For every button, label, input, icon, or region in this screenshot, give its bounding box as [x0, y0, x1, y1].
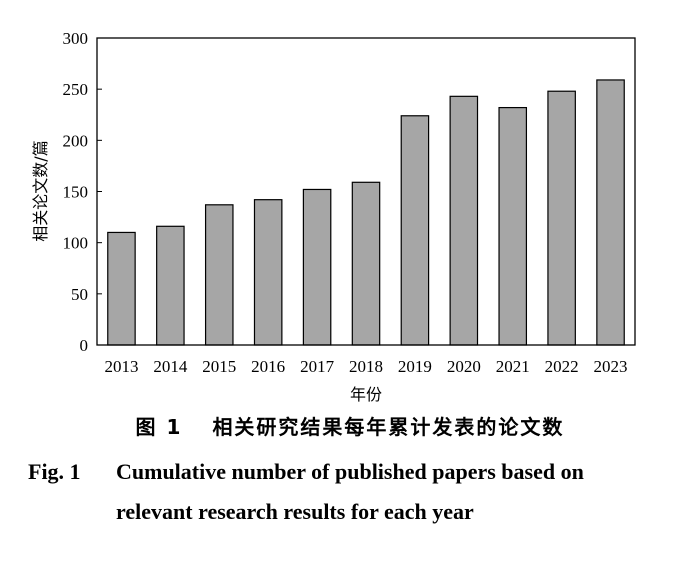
- bar-2020: [449, 95, 479, 346]
- y-tick-label: 0: [80, 336, 89, 355]
- x-tick-label: 2020: [447, 357, 481, 376]
- y-tick-label: 300: [63, 29, 89, 48]
- x-tick-label: 2018: [349, 357, 383, 376]
- x-axis-label: 年份: [350, 385, 382, 404]
- y-axis-label: 相关论文数/篇: [31, 140, 50, 241]
- y-tick-label: 100: [63, 234, 89, 253]
- x-tick-label: 2016: [251, 357, 285, 376]
- bar-2023: [596, 79, 625, 346]
- bar-2019: [400, 115, 430, 346]
- caption-en-label: Fig. 1: [28, 459, 81, 484]
- y-tick-label: 50: [71, 285, 88, 304]
- x-tick-label: 2021: [496, 357, 530, 376]
- figure-caption-chinese: 图 1 相关研究结果每年累计发表的论文数: [0, 411, 700, 440]
- x-tick-label: 2017: [300, 357, 335, 376]
- figure-caption-english: Fig. 1 Cumulative number of published pa…: [28, 452, 668, 532]
- caption-cn-text: 相关研究结果每年累计发表的论文数: [212, 415, 565, 439]
- bar-2014: [156, 225, 185, 346]
- x-tick-label: 2014: [153, 357, 188, 376]
- bar-2021: [498, 106, 528, 346]
- caption-en-line1: Cumulative number of published papers ba…: [116, 459, 584, 484]
- x-tick-label: 2015: [202, 357, 236, 376]
- caption-en-line2: relevant research results for each year: [116, 499, 474, 524]
- caption-cn-label: 图 1: [135, 415, 183, 439]
- bars: [107, 79, 625, 346]
- bar-2013: [107, 231, 136, 346]
- y-tick-label: 150: [63, 183, 89, 202]
- x-tick-label: 2022: [545, 357, 579, 376]
- bar-2017: [302, 188, 332, 346]
- bar-2015: [204, 204, 234, 346]
- bar-2016: [253, 199, 283, 346]
- bar-2018: [351, 181, 381, 346]
- bar-2022: [547, 90, 576, 346]
- x-tick-label: 2023: [594, 357, 628, 376]
- y-axis-ticks: 0 50 100 150 200 250 300: [63, 29, 102, 355]
- y-tick-label: 200: [63, 131, 89, 150]
- y-tick-label: 250: [63, 80, 89, 99]
- x-tick-label: 2019: [398, 357, 432, 376]
- x-axis-ticks: 2013 2014 2015 2016 2017 2018 2019 2020 2021 2022…: [104, 357, 627, 376]
- x-tick-label: 2013: [104, 357, 138, 376]
